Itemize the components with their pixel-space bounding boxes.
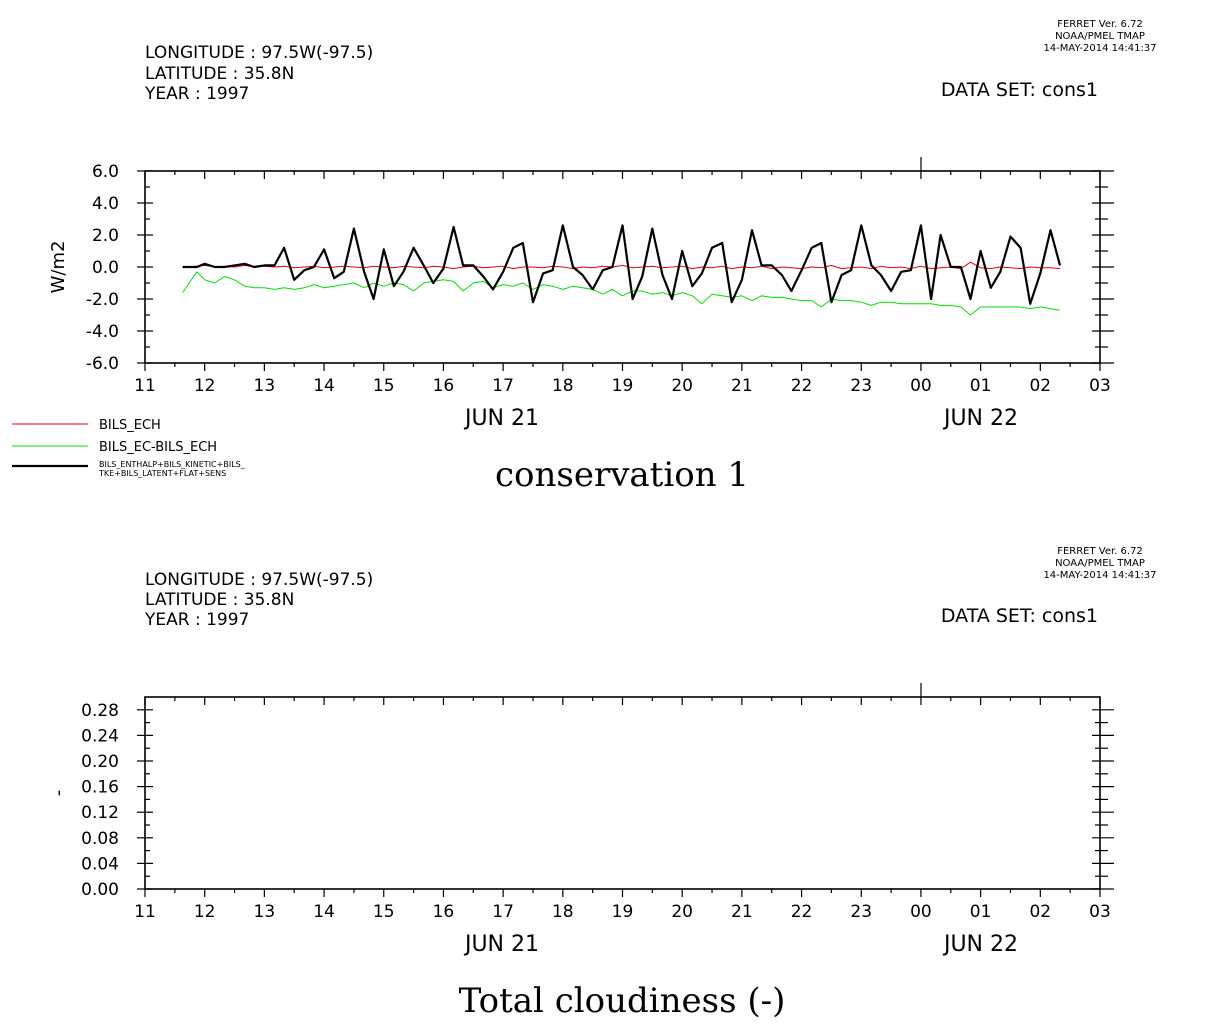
y-tick-label: 0.16: [81, 778, 119, 798]
date-label-jun22: JUN 22: [942, 406, 1018, 431]
x-tick-label: 13: [254, 376, 276, 396]
panel-1: FERRET Ver. 6.72 NOAA/PMEL TMAP 14-MAY-2…: [12, 19, 1157, 495]
panel-2: FERRET Ver. 6.72 NOAA/PMEL TMAP 14-MAY-2…: [48, 546, 1157, 1021]
x-tick-label: 12: [194, 902, 216, 922]
y-tick-label: -2.0: [86, 290, 119, 310]
x-tick-label: 17: [492, 902, 514, 922]
y-tick-label: 0.24: [81, 726, 119, 746]
date-label-jun21: JUN 21: [463, 932, 539, 957]
latitude-label: LATITUDE : 35.8N: [145, 64, 294, 84]
legend-label-sum-line2: TKE+BILS_LATENT+FLAT+SENS: [98, 469, 226, 478]
y-tick-label: 2.0: [92, 226, 119, 246]
x-tick-label: 16: [433, 376, 455, 396]
x-tick-label: 03: [1089, 376, 1111, 396]
x-tick-label: 03: [1089, 902, 1111, 922]
x-tick-label: 18: [552, 376, 574, 396]
x-tick-label: 01: [970, 376, 992, 396]
y-axis-label: W/m2: [48, 241, 69, 294]
x-tick-label: 16: [433, 902, 455, 922]
x-tick-label: 02: [1029, 902, 1051, 922]
x-tick-label: 15: [373, 376, 395, 396]
x-tick-label: 21: [731, 902, 753, 922]
x-tick-label: 20: [671, 376, 693, 396]
y-tick-label: 0.04: [81, 854, 119, 874]
chart-title: Total cloudiness (-): [459, 981, 786, 1021]
x-tick-label: 22: [791, 902, 813, 922]
series-group: [182, 224, 1062, 316]
ferret-date-label: 14-MAY-2014 14:41:37: [1043, 43, 1156, 54]
dataset-label: DATA SET: cons1: [941, 605, 1098, 627]
y-axis: 0.28 0.24 0.20 0.16 0.12 0.08 0.04 0.00: [81, 701, 1114, 900]
x-tick-label: 14: [313, 376, 335, 396]
year-label: YEAR : 1997: [144, 610, 249, 630]
y-tick-label: 0.00: [81, 880, 119, 900]
x-tick-label: 01: [970, 902, 992, 922]
dataset-label: DATA SET: cons1: [941, 79, 1098, 101]
x-tick-label: 11: [134, 902, 156, 922]
x-tick-label: 23: [850, 376, 872, 396]
date-label-jun21: JUN 21: [463, 406, 539, 431]
ferret-org-label: NOAA/PMEL TMAP: [1055, 31, 1145, 42]
x-tick-label: 22: [791, 376, 813, 396]
ferret-date-label: 14-MAY-2014 14:41:37: [1043, 570, 1156, 581]
plot-frame: [144, 696, 1101, 890]
x-axis: 11 12 13 14 15 16 17 18 19 20 21 22 23 00 01 02 03: [134, 171, 1111, 396]
x-tick-label: 00: [910, 376, 932, 396]
x-tick-label: 19: [612, 376, 634, 396]
y-tick-label: -6.0: [86, 354, 119, 374]
longitude-label: LONGITUDE : 97.5W(-97.5): [145, 570, 373, 590]
ferret-version-label: FERRET Ver. 6.72: [1057, 546, 1143, 557]
y-tick-label: 0.08: [81, 829, 119, 849]
y-tick-label: 0.12: [81, 803, 119, 823]
y-tick-label: 0.20: [81, 752, 119, 772]
x-tick-label: 02: [1029, 376, 1051, 396]
ferret-org-label: NOAA/PMEL TMAP: [1055, 558, 1145, 569]
year-label: YEAR : 1997: [144, 84, 249, 104]
x-tick-label: 00: [910, 902, 932, 922]
x-tick-label: 18: [552, 902, 574, 922]
x-tick-label: 19: [612, 902, 634, 922]
x-tick-label: 11: [134, 376, 156, 396]
series-line-black: [182, 224, 1062, 305]
legend-label-bils-ech: BILS_ECH: [99, 418, 161, 433]
latitude-label: LATITUDE : 35.8N: [145, 590, 294, 610]
x-tick-label: 23: [850, 902, 872, 922]
x-tick-label: 12: [194, 376, 216, 396]
date-label-jun22: JUN 22: [942, 932, 1018, 957]
x-tick-label: 13: [254, 902, 276, 922]
legend: BILS_ECH BILS_EC-BILS_ECH BILS_ENTHALP+B…: [12, 418, 246, 478]
x-tick-label: 20: [671, 902, 693, 922]
x-axis: 11 12 13 14 15 16 17 18 19 20 21 22 23 00 01 02 03: [134, 697, 1111, 922]
y-tick-label: -4.0: [86, 322, 119, 342]
y-axis: 6.0 4.0 2.0 0.0 -2.0 -4.0 -6.0: [86, 162, 1114, 374]
x-tick-label: 17: [492, 376, 514, 396]
legend-label-bils-ec-diff: BILS_EC-BILS_ECH: [99, 440, 217, 455]
ferret-version-label: FERRET Ver. 6.72: [1057, 19, 1143, 30]
y-tick-label: 0.0: [92, 258, 119, 278]
x-tick-label: 14: [313, 902, 335, 922]
y-tick-label: 0.28: [81, 701, 119, 721]
y-tick-label: 4.0: [92, 194, 119, 214]
legend-label-sum-line1: BILS_ENTHALP+BILS_KINETIC+BILS_: [99, 460, 246, 469]
x-tick-label: 21: [731, 376, 753, 396]
x-tick-label: 15: [373, 902, 395, 922]
y-axis-label: -: [48, 790, 69, 797]
longitude-label: LONGITUDE : 97.5W(-97.5): [145, 43, 373, 63]
y-tick-label: 6.0: [92, 162, 119, 182]
chart-title: conservation 1: [495, 455, 749, 495]
series-line-green: [182, 271, 1061, 316]
